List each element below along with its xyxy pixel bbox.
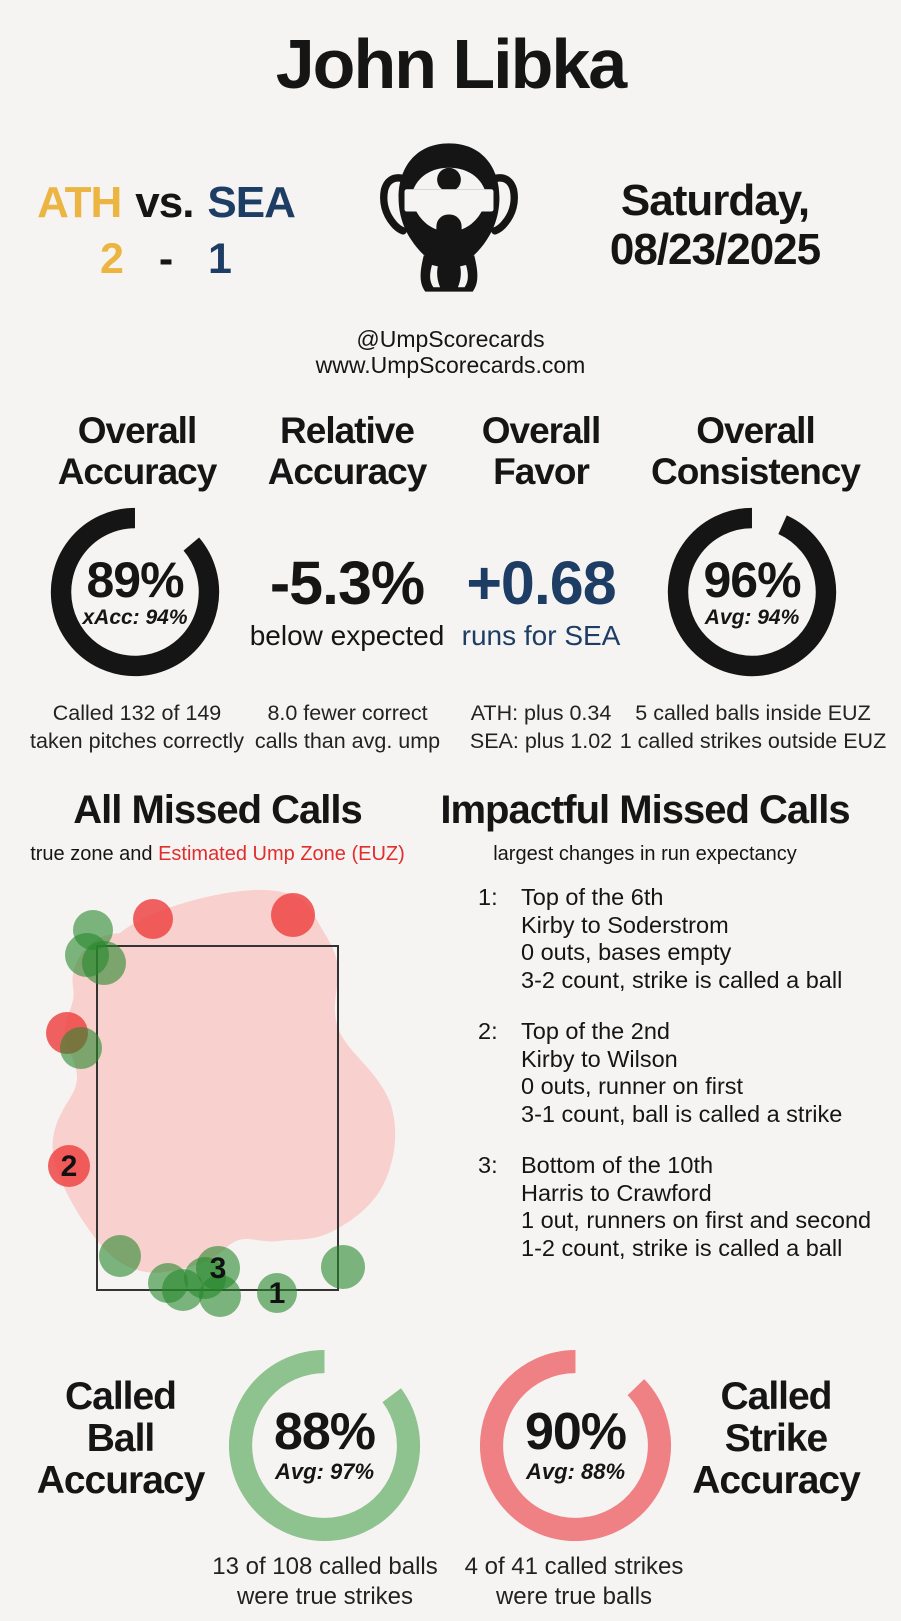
overall-consistency-caption: 5 called balls inside EUZ 1 called strik…: [619, 701, 887, 753]
home-team: SEA: [207, 178, 295, 227]
pitch-strike-called-ball: [257, 1273, 297, 1313]
called-strike-accuracy-caption: 4 of 41 called strikes were true balls: [464, 1553, 684, 1610]
vs-label: vs.: [135, 178, 194, 227]
item-number: 3:: [478, 1152, 498, 1178]
overall-accuracy-value: 89%: [86, 551, 184, 608]
game-date-line1: Saturday,: [620, 176, 810, 225]
impactful-missed-calls-subtitle: largest changes in run expectancy: [493, 843, 797, 865]
subtitle-euz: Estimated Ump Zone (EUZ): [158, 843, 405, 865]
pitch-label: 3: [210, 1252, 227, 1285]
called-ball-accuracy-average: Avg: 97%: [274, 1459, 375, 1484]
overall-accuracy-expected: xAcc: 94%: [82, 605, 188, 629]
called-strike-accuracy-donut-chart: 90% Avg: 88%: [479, 1349, 672, 1542]
overall-favor-sub: runs for SEA: [461, 620, 621, 651]
social-handle: @UmpScorecards: [356, 326, 545, 352]
overall-accuracy-caption: Called 132 of 149 taken pitches correctl…: [30, 701, 244, 753]
called-ball-accuracy-label: Called Ball Accuracy: [36, 1375, 206, 1502]
called-strike-accuracy-value: 90%: [524, 1403, 627, 1461]
overall-consistency-value: 96%: [703, 551, 801, 608]
impactful-call-item-2: 2: Top of the 2nd Kirby to Wilson 0 outs…: [478, 1018, 843, 1127]
estimated-ump-zone: [52, 889, 396, 1273]
called-ball-accuracy-donut-chart: 88% Avg: 97%: [228, 1349, 421, 1542]
game-date-line2: 08/23/2025: [609, 225, 821, 274]
pitch-ball-called-strike: [48, 1145, 90, 1187]
impactful-call-item-3: 3: Bottom of the 10th Harris to Crawford…: [478, 1152, 872, 1261]
matchup: ATH vs. SEA 2-1: [16, 178, 316, 284]
relative-accuracy-value: -5.3%: [269, 549, 425, 617]
overall-consistency-donut-chart: 96% Avg: 94%: [667, 507, 837, 677]
stat-title-overall-accuracy: Overall Accuracy: [57, 410, 218, 492]
overall-favor-value: +0.68: [466, 549, 616, 617]
matchup-teams: ATH vs. SEA: [16, 178, 316, 228]
website-url: www.UmpScorecards.com: [315, 352, 586, 378]
called-ball-accuracy-caption: 13 of 108 called balls were true strikes: [212, 1553, 438, 1610]
umpire-mask-icon: [360, 110, 538, 322]
overall-consistency-average: Avg: 94%: [704, 605, 800, 629]
pitch-ball-called-strike: [271, 893, 315, 937]
pitch-strike-called-ball: [99, 1235, 141, 1277]
pitch-label: 1: [269, 1277, 286, 1310]
relative-accuracy-caption: 8.0 fewer correct calls than avg. ump: [254, 701, 441, 753]
pitch-strike-called-ball: [82, 941, 126, 985]
game-date: Saturday, 08/23/2025: [565, 176, 865, 274]
impactful-call-item-1: 1: Top of the 6th Kirby to Soderstrom 0 …: [478, 884, 843, 993]
pitch-strike-called-ball: [199, 1275, 241, 1317]
stat-title-overall-favor: Overall Favor: [481, 410, 601, 492]
called-strike-accuracy-average: Avg: 88%: [525, 1459, 626, 1484]
pitch-label: 2: [61, 1150, 78, 1183]
pitch-strike-called-ball: [60, 1027, 102, 1069]
matchup-score: 2-1: [16, 235, 316, 284]
subtitle-true-zone: true zone and: [30, 843, 159, 865]
stat-title-overall-consistency: Overall Consistency: [650, 410, 861, 492]
called-ball-accuracy-value: 88%: [273, 1403, 376, 1461]
all-missed-calls-title: All Missed Calls: [73, 788, 363, 832]
away-score: 2: [100, 235, 124, 283]
item-number: 1:: [478, 884, 498, 910]
score-separator: -: [158, 235, 174, 283]
overall-accuracy-donut-chart: 89% xAcc: 94%: [50, 507, 220, 677]
away-team: ATH: [37, 178, 122, 227]
impactful-missed-calls-title: Impactful Missed Calls: [440, 788, 850, 832]
pitch-ball-called-strike: [133, 899, 173, 939]
all-missed-calls-subtitle: true zone and Estimated Ump Zone (EUZ): [25, 843, 410, 866]
pitch-strike-called-ball: [321, 1245, 365, 1289]
called-strike-accuracy-label: Called Strike Accuracy: [692, 1375, 861, 1502]
item-number: 2:: [478, 1018, 498, 1044]
page-title: John Libka: [275, 25, 627, 103]
overall-favor-caption: ATH: plus 0.34 SEA: plus 1.02: [469, 701, 613, 753]
stat-title-relative-accuracy: Relative Accuracy: [267, 410, 428, 492]
home-score: 1: [208, 235, 232, 283]
impactful-missed-calls-list: 1: Top of the 6th Kirby to Soderstrom 0 …: [478, 884, 898, 1286]
missed-calls-pitch-plot: 2 3 1: [46, 889, 396, 1317]
relative-accuracy-sub: below expected: [249, 620, 445, 651]
